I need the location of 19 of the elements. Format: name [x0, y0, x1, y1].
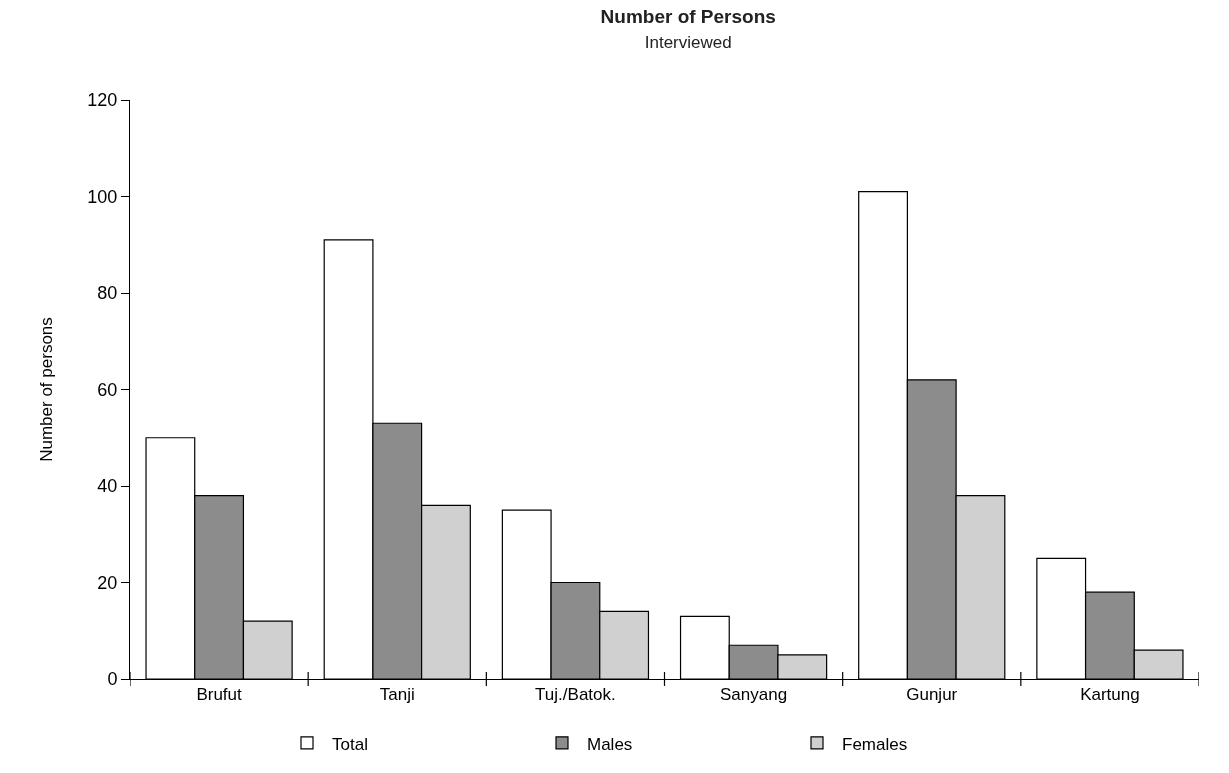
y-tick-label: 60 [97, 379, 118, 400]
legend-label: Total [332, 734, 368, 754]
y-axis-title: Number of persons [36, 317, 56, 462]
chart-title: Number of Persons [600, 6, 776, 28]
x-tick-label: Kartung [1080, 685, 1140, 705]
y-tick-label: 100 [87, 186, 118, 207]
x-tick-label: Tuj./Batok. [535, 685, 616, 705]
y-tick-label: 20 [97, 572, 118, 593]
chart-subtitle: Interviewed [644, 32, 732, 52]
y-tick-label: 40 [97, 476, 118, 497]
x-tick-label: Gunjur [906, 685, 958, 705]
y-tick-label: 120 [87, 90, 118, 111]
legend-label: Females [842, 734, 908, 754]
y-tick-label: 0 [107, 669, 118, 690]
y-tick-label: 80 [97, 283, 118, 304]
x-tick-label: Brufut [196, 685, 243, 705]
x-tick-label: Sanyang [720, 685, 788, 705]
x-tick-label: Tanji [379, 685, 415, 705]
legend-label: Males [587, 734, 633, 754]
